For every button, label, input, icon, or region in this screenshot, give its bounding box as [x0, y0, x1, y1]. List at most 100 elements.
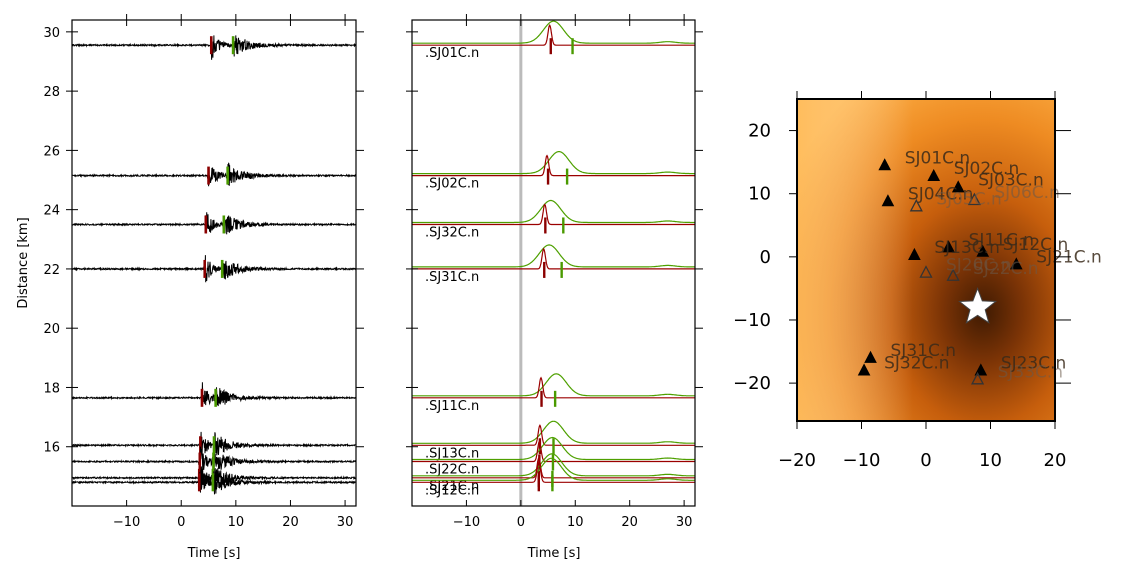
- map-station-label: SJ31C.n: [891, 341, 957, 361]
- y-tick-label: 30: [43, 26, 60, 41]
- station-label: .SJ22C.n: [425, 463, 479, 478]
- map-station-label: SJ13C.n: [934, 238, 1000, 258]
- waveform-trace: [72, 255, 356, 283]
- station-label: .SJ12C.n: [425, 483, 479, 498]
- x-tick-label: −10: [453, 515, 480, 530]
- map-station-label: SJ01C.n: [905, 148, 971, 168]
- station-triangle-icon: [942, 240, 955, 253]
- x-tick-label: 0: [517, 515, 525, 530]
- waveform-y-axis-label: Distance [km]: [16, 217, 31, 308]
- x-tick-label: −10: [113, 515, 140, 530]
- p-characteristic-function: [412, 23, 695, 46]
- map-x-tick-label: 0: [920, 450, 931, 471]
- map-station-label: SJ12C.n: [1003, 235, 1069, 255]
- waveform-traces: [72, 35, 356, 495]
- map-x-tick-label: 10: [979, 450, 1002, 471]
- s-characteristic-function: [412, 453, 695, 477]
- y-tick-label: 22: [43, 263, 60, 278]
- map-station-label: SJ23C.n: [1001, 353, 1066, 373]
- map-station-label: SJ22C.n: [973, 259, 1039, 279]
- cf-ticks: −10 0 10 20 30: [406, 14, 703, 530]
- waveform-trace: [72, 382, 356, 407]
- map-ticks: −20 −10 0 10 20 −20 −10 0 10 20: [733, 91, 1071, 471]
- station-triangle-outline-icon: [971, 371, 985, 385]
- station-label: .SJ32C.n: [425, 225, 479, 240]
- s-characteristic-function: [412, 373, 695, 397]
- map-x-tick-label: −10: [843, 450, 881, 471]
- y-tick-label: 26: [43, 144, 60, 159]
- p-characteristic-function: [412, 376, 695, 399]
- waveform-trace: [72, 469, 356, 495]
- map-station-labels: SJ01C.nSJ02C.nSJ03C.nSJ04C.nSJ05C.nSJ06C…: [884, 148, 1102, 382]
- station-triangle-icon: [976, 244, 990, 257]
- station-triangle-icon: [881, 194, 895, 207]
- cf-x-axis-label: Time [s]: [527, 546, 581, 561]
- waveform-trace: [72, 162, 356, 187]
- waveform-trace: [72, 212, 356, 235]
- s-characteristic-function: [412, 420, 695, 444]
- y-tick-label: 16: [43, 441, 60, 456]
- waveform-trace: [72, 35, 356, 60]
- station-label: .SJ11C.n: [425, 399, 479, 414]
- map-station-label: SJ02C.n: [954, 159, 1020, 179]
- waveform-panel: −10 0 10 20 30 16 18 20 22 24 26 28 30 Time [s] Dist…: [16, 14, 364, 561]
- station-label: .SJ31C.n: [425, 270, 479, 285]
- station-label: .SJ13C.n: [425, 446, 479, 461]
- map-heatmap-shade: [797, 99, 1055, 421]
- p-characteristic-function: [412, 203, 695, 226]
- station-triangle-outline-icon: [919, 265, 933, 278]
- x-tick-label: 20: [621, 515, 638, 530]
- x-tick-label: 20: [282, 515, 299, 530]
- map-station-label: SJ04C.n: [908, 184, 974, 204]
- waveform-axes-frame: [71, 19, 357, 507]
- waveform-ticks: −10 0 10 20 30 16 18 20 22 24 26 28 30: [43, 14, 364, 530]
- y-tick-label: 28: [43, 85, 60, 100]
- x-tick-label: 30: [337, 515, 354, 530]
- location-map-panel: SJ01C.nSJ02C.nSJ03C.nSJ04C.nSJ05C.nSJ06C…: [733, 91, 1102, 471]
- s-characteristic-function: [412, 151, 695, 175]
- x-tick-label: 0: [177, 515, 185, 530]
- map-station-label: SJ11C.n: [969, 230, 1034, 250]
- characteristic-function-panel: .SJ01C.n .SJ02C.n .SJ32C.n .SJ31C.n .SJ11C.n…: [406, 14, 703, 561]
- map-station-label: SJ32C.n: [884, 353, 950, 373]
- station-triangle-icon: [1009, 257, 1023, 270]
- s-characteristic-function: [412, 20, 695, 44]
- map-y-tick-label: 20: [748, 121, 771, 142]
- map-station-label: SJ33C.n: [998, 362, 1064, 382]
- station-triangle-icon: [908, 247, 921, 260]
- map-stations: [857, 158, 1023, 385]
- x-tick-label: 10: [567, 515, 584, 530]
- s-characteristic-function: [412, 199, 695, 224]
- station-label: .SJ02C.n: [425, 177, 479, 192]
- map-station-label: SJ05C.n: [936, 189, 1002, 209]
- map-y-tick-label: 0: [760, 247, 771, 268]
- station-triangle-outline-icon: [946, 268, 960, 281]
- station-triangle-outline-icon: [909, 198, 923, 212]
- s-characteristic-function: [412, 244, 695, 268]
- map-y-tick-label: −20: [733, 373, 771, 394]
- x-tick-label: 30: [676, 515, 693, 530]
- y-tick-label: 18: [43, 381, 60, 396]
- waveform-x-axis-label: Time [s]: [187, 546, 241, 561]
- cf-axes-frame: [411, 19, 696, 507]
- s-characteristic-function: [412, 457, 695, 481]
- map-x-tick-label: 20: [1044, 450, 1067, 471]
- p-characteristic-function: [412, 247, 695, 270]
- station-triangle-icon: [878, 158, 892, 171]
- map-station-label: SJ21C.n: [1036, 247, 1102, 267]
- x-tick-label: 10: [228, 515, 245, 530]
- map-station-label: SJ06C.n: [994, 183, 1060, 203]
- epicenter-star-icon: [958, 286, 998, 324]
- y-tick-label: 24: [43, 204, 60, 219]
- station-label: .SJ01C.n: [425, 46, 479, 61]
- map-station-label: SJ20C.n: [946, 256, 1012, 276]
- map-y-tick-label: 10: [748, 184, 771, 205]
- map-y-tick-label: −10: [733, 310, 771, 331]
- station-triangle-icon: [857, 363, 871, 376]
- p-characteristic-function: [412, 154, 695, 177]
- station-triangle-icon: [927, 168, 941, 182]
- station-triangle-icon: [951, 180, 965, 193]
- station-triangle-icon: [864, 350, 877, 363]
- map-x-tick-label: −20: [778, 450, 816, 471]
